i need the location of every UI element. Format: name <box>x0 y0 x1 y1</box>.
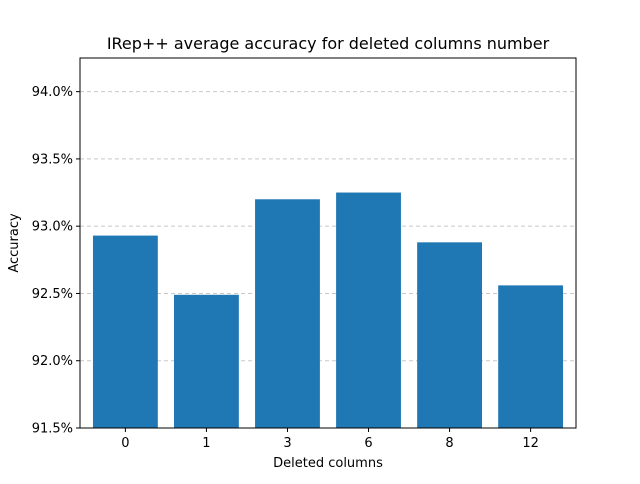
grid-lines <box>80 91 576 362</box>
chart-title: IRep++ average accuracy for deleted colu… <box>107 34 550 53</box>
y-tick-label: 93.5% <box>32 152 73 167</box>
y-axis-label: Accuracy <box>7 213 22 273</box>
y-tick-label: 91.5% <box>32 422 73 437</box>
x-tick-label: 12 <box>522 436 539 451</box>
bar-6 <box>336 192 401 428</box>
y-tick-label: 94.0% <box>32 85 73 100</box>
bar-12 <box>498 285 564 428</box>
axes: 91.5% 92.0% 92.5% 93.0% 93.5% 94.0% 0 1 3 6 8 12 <box>32 85 539 451</box>
x-tick-label: 6 <box>364 436 372 451</box>
x-tick-label: 1 <box>202 436 210 451</box>
bar-8 <box>417 242 482 428</box>
bar-1 <box>174 294 239 428</box>
y-tick-label: 93.0% <box>32 220 73 235</box>
bars <box>92 192 564 428</box>
bar-0 <box>92 235 158 428</box>
y-tick-label: 92.0% <box>32 354 73 369</box>
x-tick-label: 8 <box>445 436 453 451</box>
x-tick-label: 0 <box>121 436 129 451</box>
y-tick-label: 92.5% <box>32 287 73 302</box>
x-axis-label: Deleted columns <box>273 456 383 471</box>
bar-3 <box>255 199 320 428</box>
x-tick-label: 3 <box>283 436 291 451</box>
plot-frame <box>79 57 577 429</box>
